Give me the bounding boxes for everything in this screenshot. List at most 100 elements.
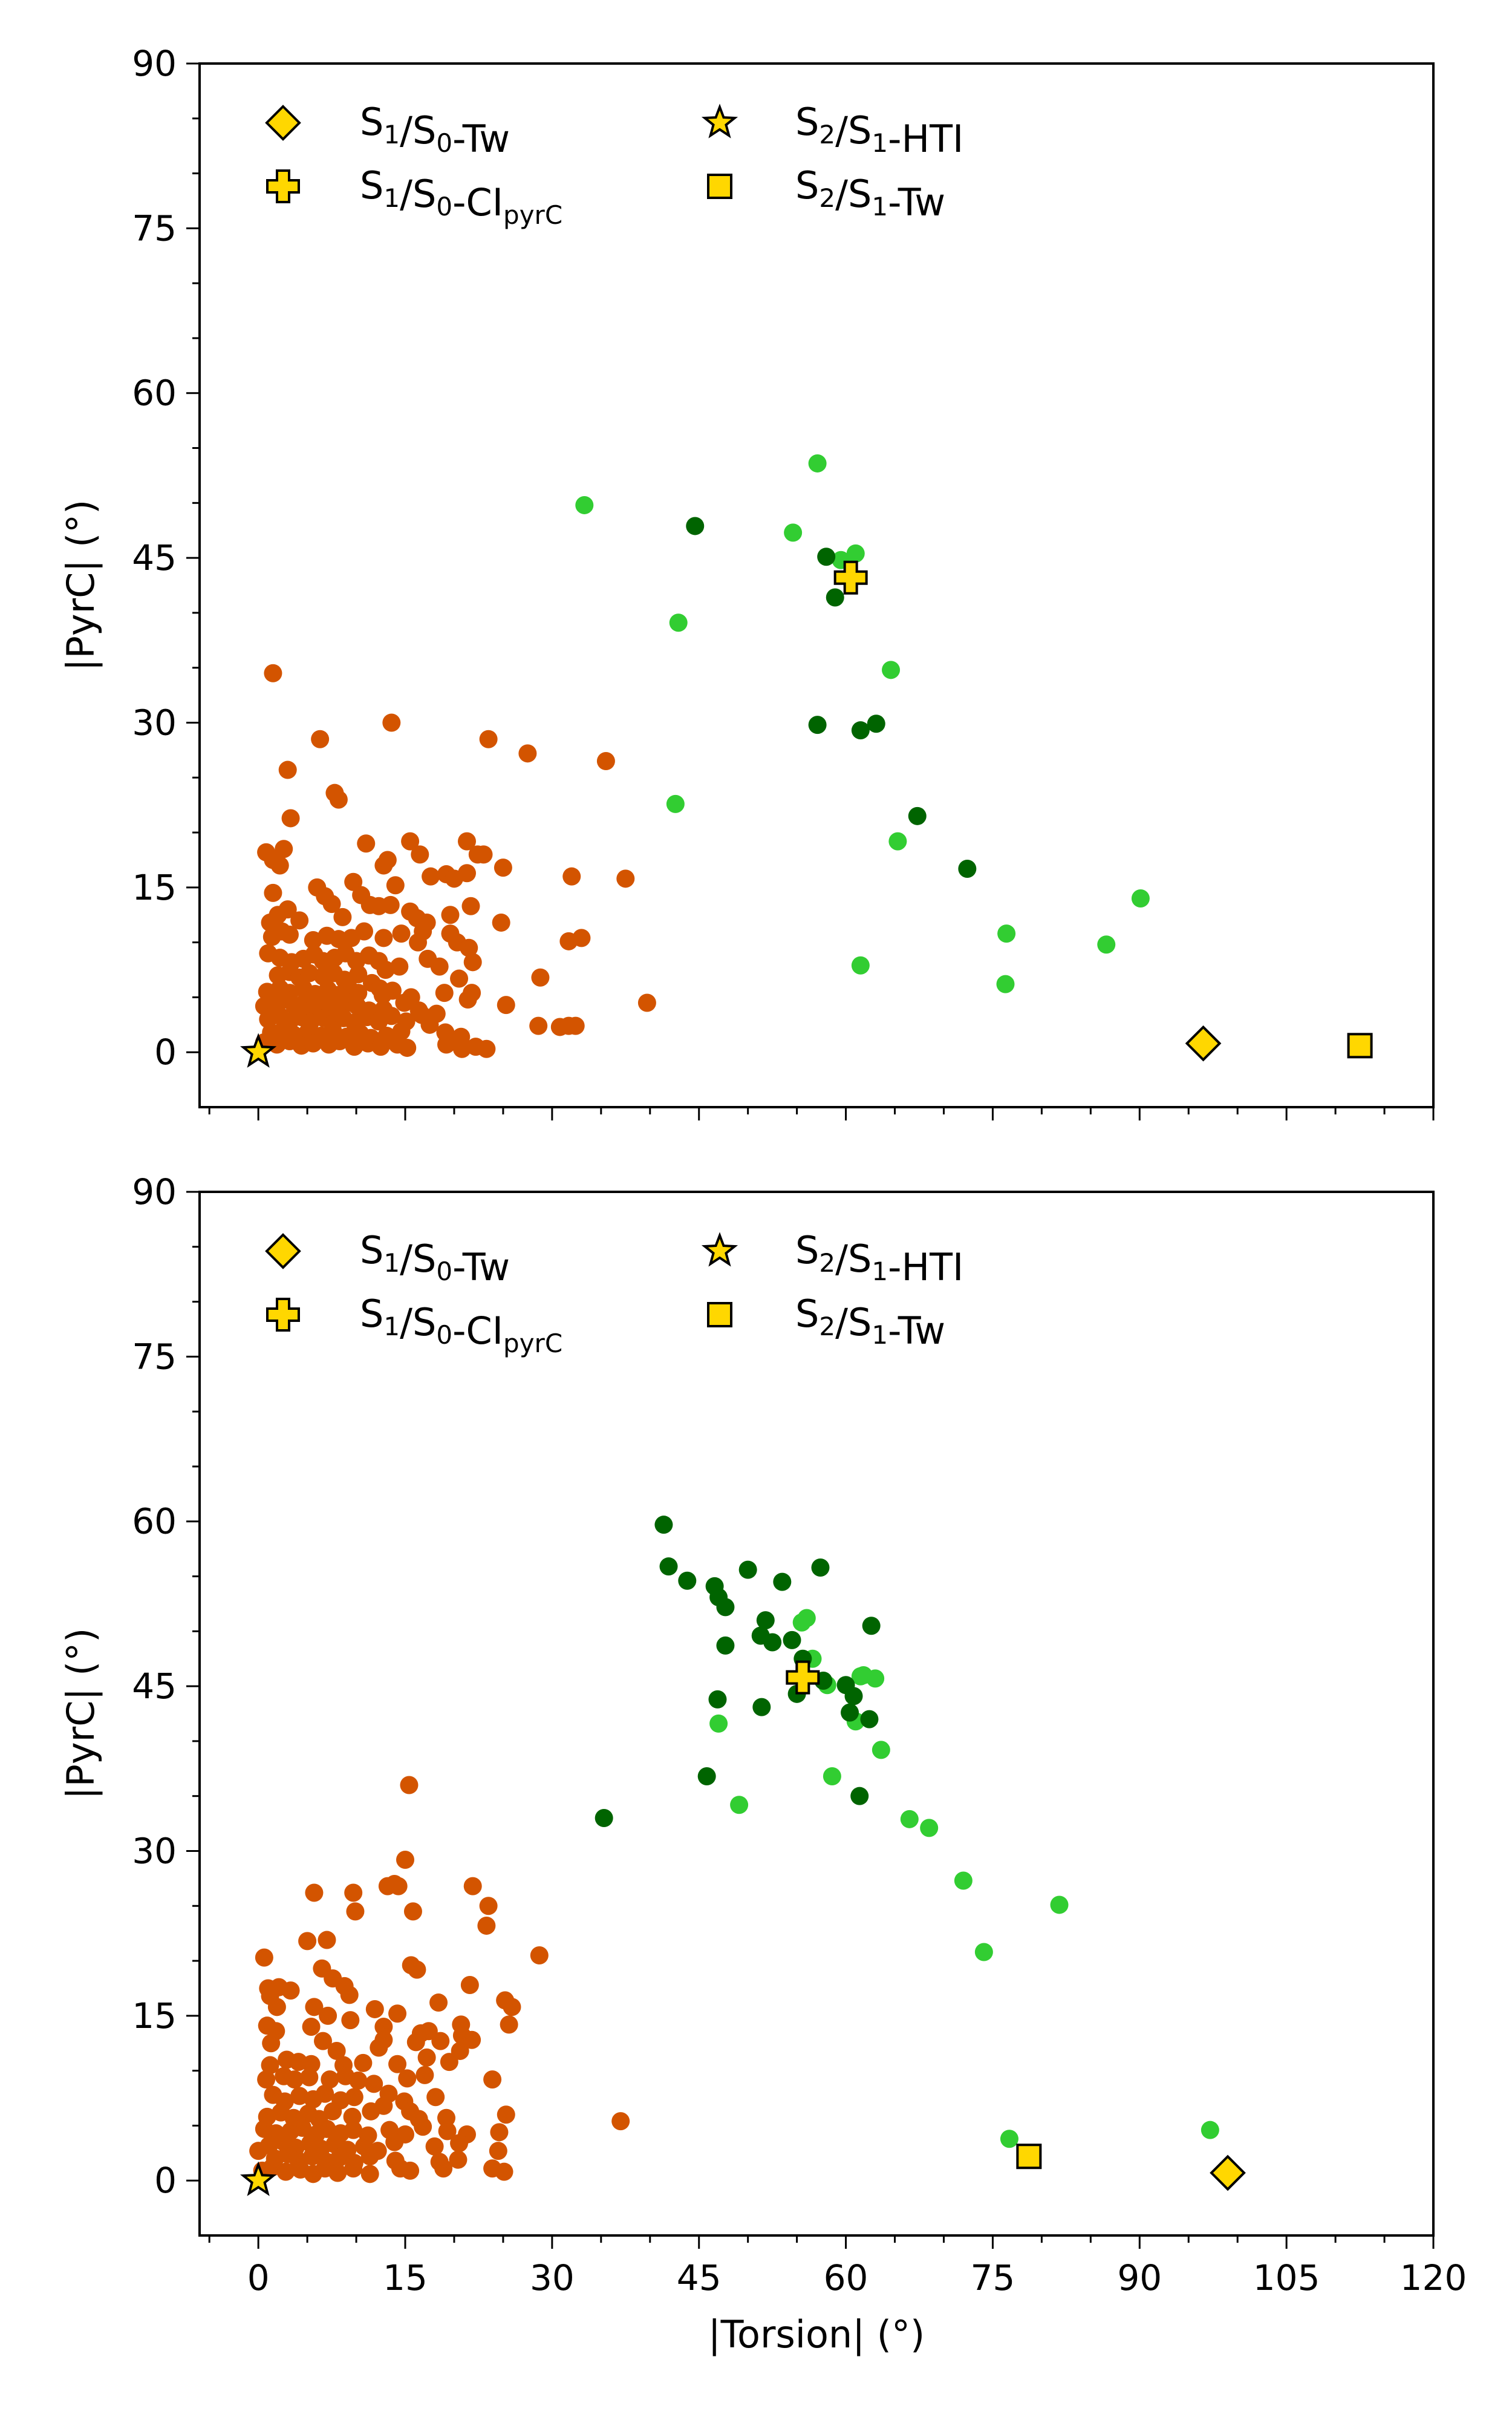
data-point-orange — [463, 953, 482, 972]
axes-frame — [198, 1191, 1435, 2237]
data-point-orange — [441, 906, 460, 924]
data-point-light-green — [1050, 1895, 1069, 1914]
data-point-orange — [267, 1998, 286, 2016]
data-point-orange — [449, 2150, 468, 2169]
data-point-orange — [390, 957, 409, 976]
data-point-orange — [304, 1034, 322, 1053]
data-point-light-green — [996, 975, 1015, 993]
y-tick-label: 0 — [154, 2160, 177, 2201]
legend-label: S2/S1-Tw — [795, 1292, 945, 1353]
data-point-orange — [450, 2134, 469, 2153]
data-point-orange — [494, 858, 512, 877]
data-point-orange — [349, 965, 368, 984]
data-point-orange — [400, 1776, 419, 1794]
data-point-dark-green — [654, 1516, 673, 1534]
data-point-orange — [503, 1998, 521, 2016]
top-scatter-panel: 0 15 30 45 60 75 90 |PyrC| (°) S1/S0-Tw S2/S1-HTI… — [59, 43, 1435, 1120]
data-point-orange — [417, 2048, 436, 2067]
data-point-orange — [492, 913, 510, 932]
data-point-orange — [398, 2069, 417, 2088]
data-point-orange — [409, 933, 428, 952]
x-tick-label: 75 — [971, 2257, 1015, 2298]
diamond-legend-icon — [265, 1233, 301, 1269]
data-point-orange — [293, 2119, 311, 2137]
data-point-orange — [435, 984, 454, 1002]
data-point-orange — [344, 872, 363, 891]
data-point-light-green — [866, 1669, 885, 1688]
data-point-orange — [382, 713, 401, 732]
data-point-orange — [460, 1976, 479, 1994]
data-point-orange — [305, 1883, 324, 1902]
diamond-legend-icon — [265, 105, 301, 141]
data-point-orange — [637, 993, 656, 1012]
data-point-orange — [261, 2056, 279, 2075]
data-point-orange — [305, 1998, 324, 2016]
plus-legend-icon — [266, 1298, 300, 1332]
y-axis-label: |PyrC| (°) — [59, 500, 103, 672]
data-point-light-green — [920, 1819, 939, 1837]
data-point-orange — [497, 996, 515, 1015]
square-marker — [1347, 1033, 1373, 1059]
data-point-dark-green — [851, 721, 870, 740]
data-point-orange — [388, 2055, 407, 2073]
data-point-dark-green — [844, 1687, 863, 1705]
data-point-orange — [344, 1883, 363, 1902]
plus-marker — [833, 560, 868, 595]
data-point-orange — [327, 2041, 346, 2060]
data-point-orange — [345, 2088, 363, 2107]
data-point-orange — [300, 2068, 319, 2087]
data-point-light-green — [808, 454, 827, 473]
data-point-orange — [562, 867, 581, 886]
data-point-orange — [314, 2032, 332, 2050]
legend: S1/S0-Tw S2/S1-HTI S1/S0-CIpyrC S2/S1-Tw — [265, 1228, 963, 1358]
data-point-light-green — [709, 1714, 728, 1733]
data-point-orange — [360, 2165, 379, 2183]
axes-frame — [198, 62, 1435, 1108]
data-points — [255, 454, 1150, 1058]
data-point-orange — [451, 2041, 469, 2060]
data-point-light-green — [797, 1609, 816, 1627]
legend-label: S2/S1-Tw — [795, 163, 945, 224]
data-point-orange — [395, 993, 414, 1012]
y-tick-label: 90 — [132, 1171, 177, 1212]
data-point-dark-green — [808, 716, 827, 734]
data-point-orange — [302, 2018, 321, 2036]
data-point-orange — [430, 957, 449, 976]
data-point-orange — [378, 1877, 397, 1895]
data-point-orange — [357, 834, 376, 853]
legend-label: S2/S1-HTI — [795, 100, 963, 161]
x-tick-label: 45 — [677, 2257, 722, 2298]
data-point-orange — [406, 2033, 425, 2052]
data-point-orange — [386, 876, 405, 895]
y-tick-label: 60 — [132, 1501, 177, 1542]
data-point-orange — [298, 1932, 317, 1951]
data-point-orange — [290, 2087, 309, 2105]
data-point-orange — [500, 2015, 518, 2034]
data-point-orange — [262, 2158, 281, 2177]
data-point-orange — [341, 2011, 360, 2030]
data-point-orange — [374, 2018, 393, 2036]
data-point-orange — [408, 1960, 426, 1979]
data-point-light-green — [669, 613, 688, 632]
bottom-scatter-panel: 0 15 30 45 60 75 90 0 15 30 45 60 75 90 105 120 |PyrC| (… — [59, 1171, 1467, 2357]
x-tick-label: 60 — [824, 2257, 868, 2298]
data-point-dark-green — [958, 859, 977, 878]
diamond-marker — [1210, 2154, 1246, 2191]
data-point-orange — [415, 2065, 434, 2084]
star-legend-icon — [701, 103, 738, 139]
y-tick-label: 0 — [154, 1032, 177, 1073]
data-point-orange — [398, 1038, 417, 1057]
data-point-light-green — [1000, 2130, 1018, 2148]
x-tick-label: 15 — [383, 2257, 428, 2298]
data-point-orange — [249, 2142, 268, 2160]
data-point-orange — [318, 2119, 336, 2138]
data-point-orange — [264, 664, 282, 682]
data-point-light-green — [784, 523, 803, 542]
data-point-orange — [401, 832, 420, 851]
data-point-light-green — [997, 924, 1016, 943]
legend-label: S1/S0-CIpyrC — [360, 163, 562, 230]
data-point-orange — [311, 730, 330, 748]
data-point-orange — [354, 2053, 373, 2072]
data-point-dark-green — [756, 1611, 775, 1630]
data-point-light-green — [872, 1741, 890, 1759]
